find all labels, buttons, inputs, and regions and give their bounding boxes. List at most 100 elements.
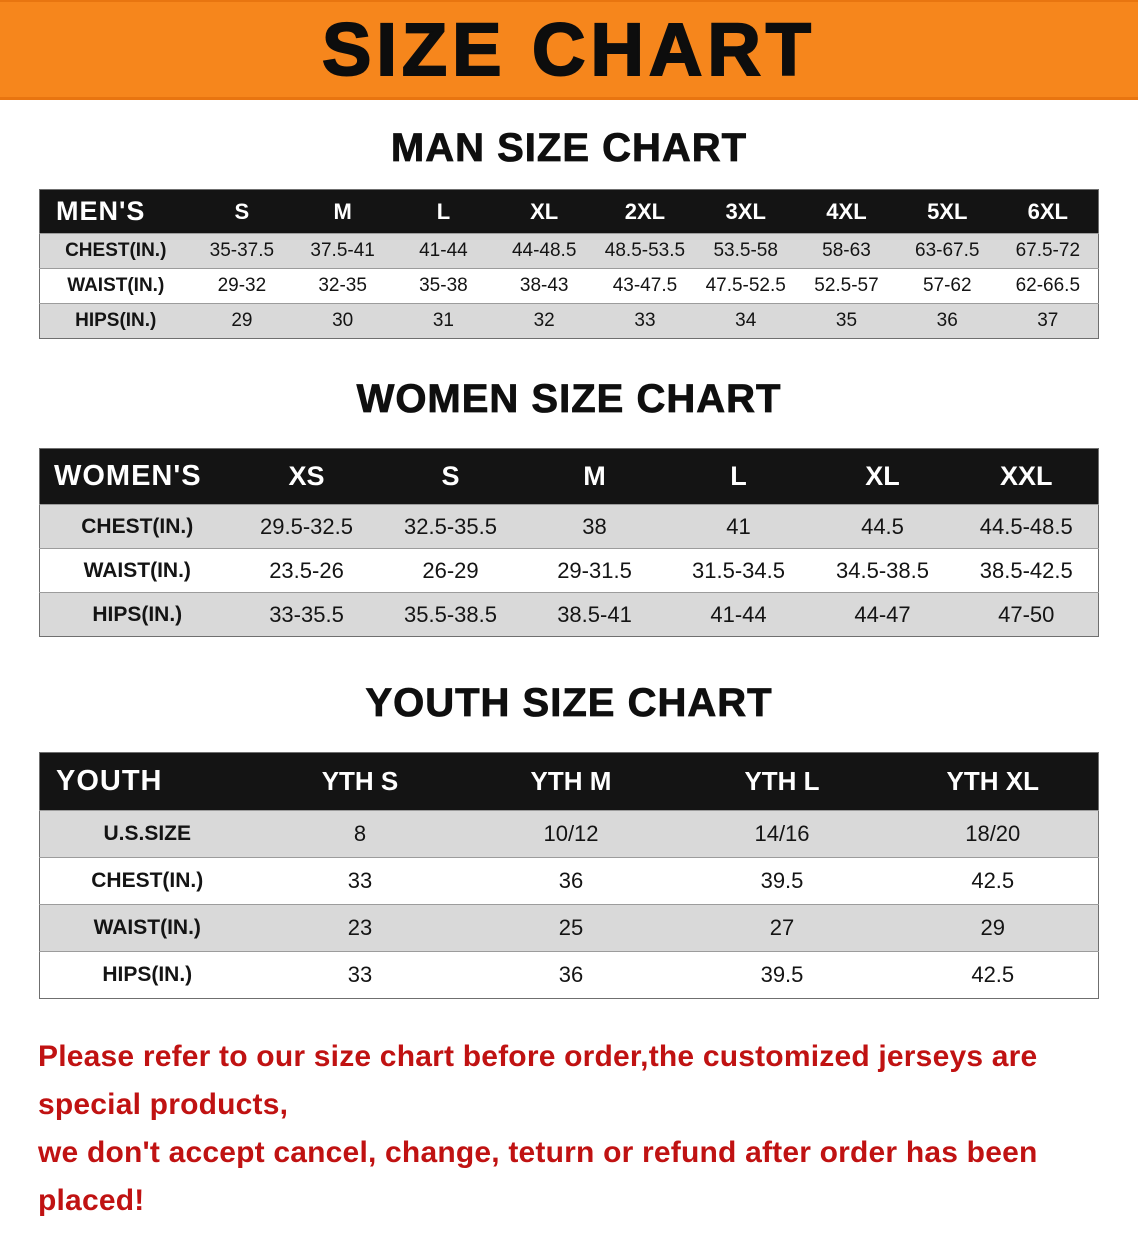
size-column-header: M [292, 189, 394, 234]
size-column-header: S [378, 448, 523, 505]
table-title-cell: MEN'S [39, 189, 192, 234]
policy-note-line-1: Please refer to our size chart before or… [38, 1040, 1038, 1121]
size-column-header: XL [493, 189, 595, 234]
size-value: 63-67.5 [896, 233, 998, 269]
table-row: WAIST(IN.) 23.5-26 26-29 29-31.5 31.5-34.5 34… [39, 548, 1099, 593]
size-value: 27 [676, 904, 888, 952]
table-header-row: MEN'S S M L XL 2XL 3XL 4XL 5XL 6XL [39, 189, 1099, 234]
table-row: U.S.SIZE 8 10/12 14/16 18/20 [39, 810, 1099, 858]
size-column-header: 4XL [796, 189, 897, 234]
size-column-header: YTH M [465, 752, 677, 811]
size-value: 18/20 [887, 810, 1099, 858]
row-label: U.S.SIZE [39, 810, 255, 858]
table-row: CHEST(IN.) 29.5-32.5 32.5-35.5 38 41 44.5 44.5… [39, 504, 1099, 549]
size-value: 31 [393, 303, 494, 339]
size-value: 44-47 [810, 592, 955, 637]
size-column-header: S [191, 189, 293, 234]
row-label: HIPS(IN.) [39, 592, 235, 637]
size-column-header: 3XL [695, 189, 797, 234]
size-value: 36 [465, 857, 677, 905]
order-policy-note: Please refer to our size chart before or… [0, 1033, 1138, 1255]
size-value: 14/16 [676, 810, 888, 858]
table-row: CHEST(IN.) 33 36 39.5 42.5 [39, 857, 1099, 905]
youth-size-chart-section: YOUTH SIZE CHART YOUTH YTH S YTH M YTH L YTH… [0, 681, 1138, 999]
size-value: 23.5-26 [234, 548, 379, 593]
size-value: 33 [254, 857, 466, 905]
size-value: 38-43 [493, 268, 595, 304]
size-value: 62-66.5 [997, 268, 1099, 304]
size-value: 42.5 [887, 951, 1099, 999]
size-column-header: 2XL [594, 189, 696, 234]
size-column-header: XXL [954, 448, 1099, 505]
size-value: 30 [292, 303, 394, 339]
size-value: 35.5-38.5 [378, 592, 523, 637]
men-size-table: MEN'S S M L XL 2XL 3XL 4XL 5XL 6XL CHEST(IN.) 35-37… [39, 189, 1099, 339]
size-value: 53.5-58 [695, 233, 797, 269]
size-value: 39.5 [676, 951, 888, 999]
size-column-header: 5XL [896, 189, 998, 234]
size-value: 57-62 [896, 268, 998, 304]
size-value: 35-38 [393, 268, 494, 304]
women-section-title: WOMEN SIZE CHART [356, 377, 782, 422]
size-value: 8 [254, 810, 466, 858]
size-value: 47-50 [954, 592, 1099, 637]
size-value: 41-44 [393, 233, 494, 269]
men-size-chart-section: MAN SIZE CHART MEN'S S M L XL 2XL 3XL 4XL 5XL 6XL… [0, 126, 1138, 339]
size-column-header: YTH XL [887, 752, 1099, 811]
table-row: HIPS(IN.) 33 36 39.5 42.5 [39, 951, 1099, 999]
size-value: 29 [887, 904, 1099, 952]
size-value: 35-37.5 [191, 233, 293, 269]
size-value: 37.5-41 [292, 233, 394, 269]
size-value: 32-35 [292, 268, 394, 304]
size-value: 37 [997, 303, 1099, 339]
women-size-chart-section: WOMEN SIZE CHART WOMEN'S XS S M L XL XXL CHEST(… [0, 377, 1138, 637]
row-label: HIPS(IN.) [39, 303, 192, 339]
size-column-header: 6XL [997, 189, 1099, 234]
size-column-header: XS [234, 448, 379, 505]
table-row: WAIST(IN.) 29-32 32-35 35-38 38-43 43-47.5 47.… [39, 268, 1099, 304]
size-value: 67.5-72 [997, 233, 1099, 269]
table-header-row: WOMEN'S XS S M L XL XXL [39, 448, 1099, 505]
size-value: 32 [493, 303, 595, 339]
youth-size-table: YOUTH YTH S YTH M YTH L YTH XL U.S.SIZE 8 10/12… [39, 752, 1099, 999]
table-title-cell: WOMEN'S [39, 448, 235, 505]
women-size-table: WOMEN'S XS S M L XL XXL CHEST(IN.) 29.5-32.5 32.5… [39, 448, 1099, 637]
size-value: 33 [254, 951, 466, 999]
table-title-cell: YOUTH [39, 752, 255, 811]
size-value: 38.5-42.5 [954, 548, 1099, 593]
row-label: CHEST(IN.) [39, 857, 255, 905]
size-column-header: YTH S [254, 752, 466, 811]
row-label: HIPS(IN.) [39, 951, 255, 999]
size-value: 42.5 [887, 857, 1099, 905]
size-value: 10/12 [465, 810, 677, 858]
table-row: HIPS(IN.) 29 30 31 32 33 34 35 36 37 [39, 303, 1099, 339]
table-header-row: YOUTH YTH S YTH M YTH L YTH XL [39, 752, 1099, 811]
row-label: WAIST(IN.) [39, 268, 192, 304]
row-label: CHEST(IN.) [39, 504, 235, 549]
size-value: 29 [191, 303, 293, 339]
size-column-header: XL [810, 448, 955, 505]
size-value: 38 [522, 504, 667, 549]
size-column-header: L [666, 448, 811, 505]
size-value: 52.5-57 [796, 268, 897, 304]
size-value: 33-35.5 [234, 592, 379, 637]
row-label: WAIST(IN.) [39, 548, 235, 593]
size-value: 25 [465, 904, 677, 952]
size-value: 41-44 [666, 592, 811, 637]
size-value: 26-29 [378, 548, 523, 593]
size-value: 38.5-41 [522, 592, 667, 637]
size-value: 29.5-32.5 [234, 504, 379, 549]
size-value: 44.5 [810, 504, 955, 549]
size-column-header: L [393, 189, 494, 234]
men-section-title: MAN SIZE CHART [390, 126, 748, 171]
size-value: 32.5-35.5 [378, 504, 523, 549]
size-value: 29-32 [191, 268, 293, 304]
size-value: 36 [896, 303, 998, 339]
size-chart-banner: SIZE CHART [0, 0, 1138, 100]
size-value: 47.5-52.5 [695, 268, 797, 304]
size-value: 58-63 [796, 233, 897, 269]
size-value: 34 [695, 303, 797, 339]
size-value: 44-48.5 [493, 233, 595, 269]
policy-note-line-2: we don't accept cancel, change, teturn o… [38, 1136, 1038, 1217]
size-value: 39.5 [676, 857, 888, 905]
